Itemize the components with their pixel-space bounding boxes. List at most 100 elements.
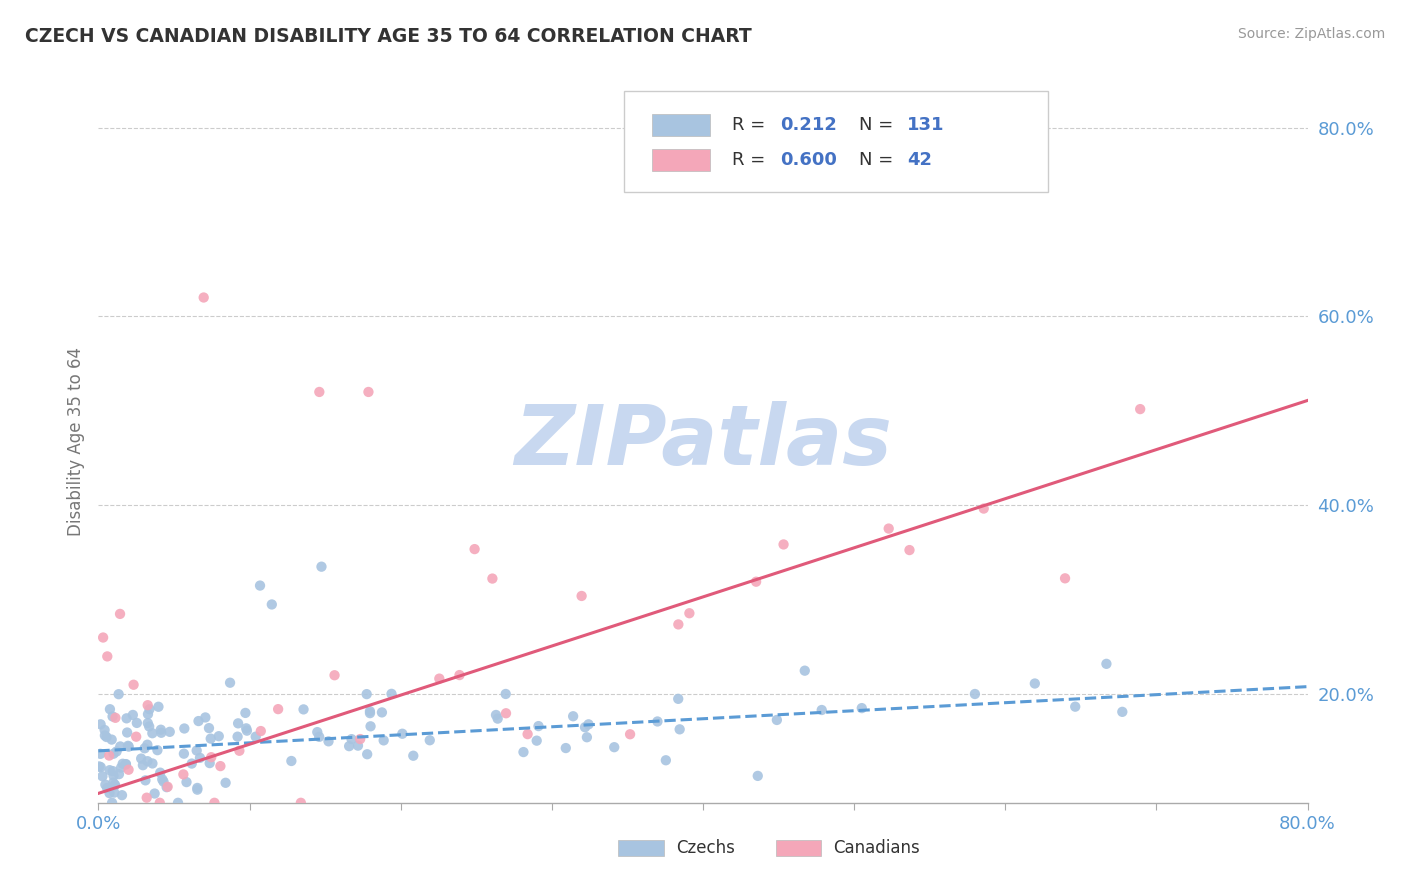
Point bbox=[512, 745, 534, 759]
Point bbox=[1111, 705, 1133, 719]
Point bbox=[176, 775, 198, 789]
Point bbox=[495, 687, 517, 701]
Point bbox=[89, 747, 111, 761]
Point bbox=[357, 384, 380, 399]
Point bbox=[554, 741, 576, 756]
Point bbox=[149, 796, 172, 810]
Point bbox=[188, 751, 211, 765]
Point bbox=[150, 772, 173, 787]
Point bbox=[180, 756, 202, 771]
Point bbox=[292, 702, 315, 716]
Point bbox=[307, 725, 329, 739]
Point bbox=[877, 522, 900, 536]
Point bbox=[267, 702, 290, 716]
Point bbox=[136, 707, 159, 722]
Point bbox=[143, 787, 166, 801]
Point bbox=[678, 606, 700, 620]
Point bbox=[371, 706, 394, 720]
Point bbox=[193, 291, 215, 305]
Point bbox=[666, 691, 689, 706]
Point bbox=[187, 714, 209, 728]
Point bbox=[619, 727, 641, 741]
FancyBboxPatch shape bbox=[652, 114, 710, 136]
Point bbox=[793, 664, 815, 678]
Point bbox=[96, 780, 118, 795]
Point bbox=[226, 730, 249, 744]
Point bbox=[347, 739, 370, 753]
Point bbox=[745, 574, 768, 589]
Point bbox=[149, 765, 172, 780]
Point bbox=[110, 739, 132, 754]
Point bbox=[280, 754, 302, 768]
Point bbox=[125, 715, 148, 730]
Point bbox=[148, 699, 170, 714]
Point bbox=[186, 782, 208, 797]
Point bbox=[973, 501, 995, 516]
Point bbox=[249, 724, 271, 739]
Point bbox=[360, 719, 382, 733]
Point bbox=[200, 750, 222, 764]
Point bbox=[98, 786, 121, 800]
Point bbox=[359, 706, 381, 720]
Point bbox=[90, 717, 112, 731]
Point bbox=[93, 723, 115, 737]
Point bbox=[323, 668, 346, 682]
Point bbox=[159, 724, 181, 739]
Point bbox=[516, 727, 538, 741]
Point bbox=[647, 714, 669, 729]
Point bbox=[101, 764, 124, 778]
Point bbox=[103, 786, 125, 800]
Text: 42: 42 bbox=[907, 151, 932, 169]
Point bbox=[90, 760, 112, 774]
Point bbox=[290, 796, 312, 810]
Point bbox=[578, 717, 600, 731]
Point bbox=[104, 778, 127, 792]
Point bbox=[200, 731, 222, 746]
Point bbox=[100, 732, 122, 747]
Point bbox=[318, 734, 340, 748]
Point bbox=[110, 761, 132, 775]
Point bbox=[666, 617, 689, 632]
Point bbox=[481, 572, 503, 586]
Point bbox=[136, 716, 159, 731]
Point bbox=[104, 711, 127, 725]
Point bbox=[129, 751, 152, 765]
Point bbox=[464, 542, 486, 557]
Point bbox=[150, 725, 173, 739]
Point bbox=[115, 725, 138, 739]
FancyBboxPatch shape bbox=[624, 91, 1047, 193]
Point bbox=[98, 702, 121, 716]
Point bbox=[772, 537, 794, 551]
Y-axis label: Disability Age 35 to 64: Disability Age 35 to 64 bbox=[66, 347, 84, 536]
Point bbox=[111, 788, 134, 802]
Point bbox=[236, 723, 259, 738]
Point bbox=[125, 730, 148, 744]
Point bbox=[419, 733, 441, 747]
Text: 131: 131 bbox=[907, 116, 945, 134]
Point bbox=[89, 759, 111, 773]
Point bbox=[94, 729, 117, 743]
Point bbox=[194, 710, 217, 724]
Point bbox=[311, 559, 333, 574]
Point bbox=[156, 780, 179, 794]
Text: N =: N = bbox=[859, 116, 898, 134]
Point bbox=[117, 763, 139, 777]
Point bbox=[152, 774, 174, 789]
Text: R =: R = bbox=[733, 116, 770, 134]
Point bbox=[810, 703, 832, 717]
Point bbox=[118, 739, 141, 754]
Point bbox=[486, 712, 509, 726]
Text: ZIPatlas: ZIPatlas bbox=[515, 401, 891, 482]
Point bbox=[135, 790, 157, 805]
Point bbox=[1054, 571, 1077, 585]
Point bbox=[1129, 402, 1152, 417]
Point bbox=[96, 730, 118, 744]
Point bbox=[103, 747, 125, 761]
Point bbox=[308, 384, 330, 399]
Text: R =: R = bbox=[733, 151, 770, 169]
Point bbox=[186, 780, 208, 795]
Point bbox=[122, 678, 145, 692]
Point bbox=[105, 744, 128, 758]
Point bbox=[235, 722, 257, 736]
Point bbox=[356, 687, 378, 701]
